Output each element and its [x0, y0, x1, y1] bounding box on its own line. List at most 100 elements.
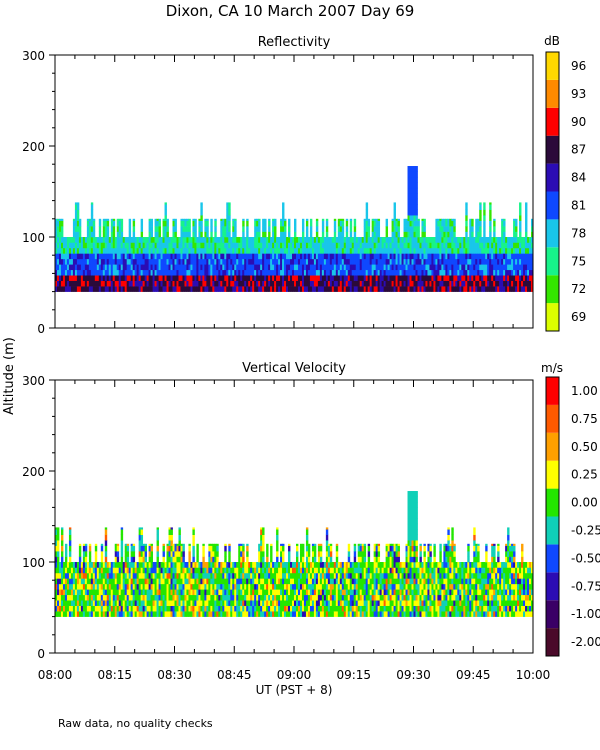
heatmap-cell [359, 237, 363, 243]
heatmap-cell [164, 269, 167, 276]
heatmap-cell [200, 209, 203, 216]
heatmap-cell [325, 572, 329, 579]
heatmap-cell [349, 286, 353, 292]
heatmap-cell [208, 611, 211, 617]
heatmap-cell [262, 594, 265, 601]
heatmap-cell [347, 578, 351, 585]
heatmap-cell [343, 280, 347, 287]
heatmap-cell [292, 237, 295, 243]
heatmap-cell [158, 594, 161, 601]
heatmap-cell [517, 264, 520, 271]
heatmap-cell [254, 237, 257, 243]
heatmap-cell [337, 600, 341, 606]
heatmap-cell [62, 247, 66, 254]
heatmap-cell [521, 247, 524, 254]
heatmap-cell [240, 562, 243, 568]
heatmap-cell [252, 578, 255, 585]
heatmap-cell [411, 187, 414, 194]
heatmap-cell [146, 562, 150, 568]
heatmap-cell [393, 264, 396, 271]
heatmap-cell [206, 589, 209, 596]
heatmap-cell [286, 611, 289, 617]
heatmap-cell [138, 556, 142, 563]
heatmap-cell [415, 253, 418, 260]
heatmap-cell [274, 264, 277, 271]
heatmap-cell [479, 280, 482, 287]
heatmap-cell [168, 572, 171, 579]
heatmap-cell [264, 237, 267, 243]
heatmap-cell [212, 594, 215, 601]
heatmap-cell [409, 258, 412, 265]
heatmap-cell [56, 231, 60, 238]
heatmap-cell [325, 280, 329, 287]
heatmap-cell [325, 545, 329, 552]
heatmap-cell [152, 237, 155, 243]
heatmap-cell [120, 218, 124, 221]
heatmap-cell [315, 237, 319, 243]
heatmap-cell [343, 578, 347, 585]
heatmap-cell [270, 551, 273, 557]
heatmap-cell [307, 545, 311, 552]
heatmap-cell [234, 583, 237, 590]
heatmap-cell [142, 258, 146, 265]
heatmap-cell [206, 605, 209, 612]
heatmap-cell [497, 237, 500, 243]
heatmap-cell [74, 605, 78, 612]
heatmap-cell [449, 231, 452, 238]
heatmap-cell [403, 269, 406, 276]
heatmap-cell [108, 247, 112, 254]
heatmap-cell [106, 220, 110, 227]
heatmap-cell [60, 556, 64, 563]
heatmap-cell [491, 242, 494, 249]
heatmap-cell [88, 226, 92, 232]
heatmap-cell [246, 578, 249, 585]
heatmap-cell [62, 237, 66, 243]
heatmap-cell [84, 543, 88, 546]
heatmap-cell [132, 572, 136, 579]
heatmap-cell [148, 237, 151, 243]
heatmap-cell [349, 578, 353, 585]
heatmap-cell [222, 286, 225, 292]
heatmap-cell [102, 242, 106, 249]
heatmap-cell [337, 567, 341, 574]
heatmap-cell [238, 247, 241, 254]
heatmap-cell [505, 247, 508, 254]
heatmap-cell [242, 231, 245, 238]
heatmap-cell [399, 258, 402, 265]
heatmap-cell [459, 280, 462, 287]
heatmap-cell [55, 556, 58, 563]
heatmap-cell [210, 226, 213, 232]
heatmap-cell [451, 231, 454, 238]
heatmap-cell [395, 218, 398, 221]
heatmap-cell [180, 611, 183, 617]
heatmap-cell [136, 264, 140, 271]
heatmap-cell [196, 556, 199, 563]
heatmap-cell [238, 269, 241, 276]
heatmap-cell [429, 242, 432, 249]
heatmap-cell [148, 556, 151, 563]
heatmap-cell [421, 275, 424, 281]
heatmap-cell [459, 237, 462, 243]
heatmap-cell [214, 218, 217, 221]
heatmap-cell [110, 280, 114, 287]
heatmap-cell [170, 242, 173, 249]
heatmap-cell [421, 231, 424, 238]
heatmap-cell [383, 258, 387, 265]
heatmap-cell [415, 286, 418, 292]
heatmap-cell [455, 247, 458, 254]
heatmap-cell [136, 237, 140, 243]
heatmap-cell [266, 594, 269, 601]
heatmap-cell [305, 220, 309, 227]
heatmap-cell [238, 605, 241, 612]
heatmap-cell [146, 280, 150, 287]
heatmap-cell [212, 556, 215, 563]
heatmap-cell [509, 269, 512, 276]
heatmap-cell [210, 583, 213, 590]
heatmap-cell [120, 269, 124, 276]
heatmap-cell [200, 237, 203, 243]
heatmap-cell [152, 583, 155, 590]
heatmap-cell [110, 611, 114, 617]
heatmap-cell [284, 231, 287, 238]
heatmap-cell [244, 589, 247, 596]
heatmap-cell [292, 572, 295, 579]
